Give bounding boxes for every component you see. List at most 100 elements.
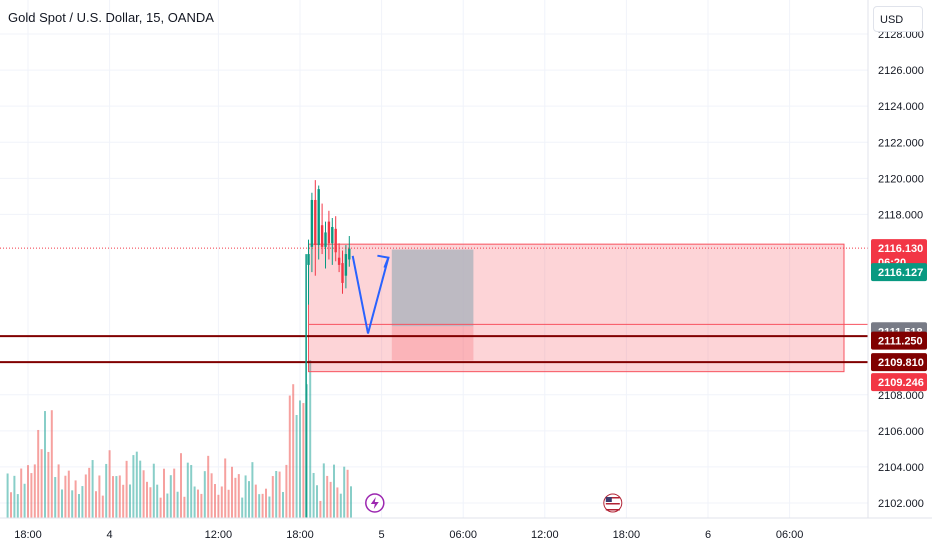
tag-label: 2109.246 (878, 377, 924, 389)
volume-bar (173, 468, 176, 518)
lightning-bolt (370, 497, 379, 509)
volume-bar (285, 464, 288, 518)
volume-bar (152, 463, 155, 518)
volume-bar (350, 486, 352, 518)
time-axis[interactable]: 18:00 4 12:00 18:00 5 06:00 12:00 18:00 6 06:00 (0, 517, 932, 541)
volume-bar (343, 466, 346, 518)
volume-bar (122, 484, 125, 518)
currency-button[interactable]: USD (873, 6, 923, 32)
volume-bar (261, 493, 264, 518)
volume-bar (47, 451, 50, 518)
candle-body (331, 227, 334, 244)
projection-polyline[interactable] (351, 255, 390, 334)
volume-bar (23, 483, 26, 518)
flag-stripe (605, 506, 620, 508)
volume-bar (169, 475, 172, 518)
volume-bar (156, 484, 159, 518)
volume-bar (339, 493, 342, 518)
horizontal-lines[interactable] (0, 335, 868, 364)
volume-bar (166, 493, 169, 518)
lightning-icon[interactable] (365, 493, 385, 513)
candle-body (327, 221, 331, 244)
volume-bar (57, 464, 60, 518)
volume-bar (135, 451, 138, 518)
volume-bar (13, 475, 16, 518)
volume-bar (20, 468, 23, 518)
volume-bar (78, 494, 80, 518)
volume-bar (10, 492, 12, 518)
flag-stripe (605, 500, 620, 502)
price-tick-label: 2104.000 (878, 462, 924, 474)
volume-bar (200, 493, 203, 518)
tag-label: 2111.250 (878, 336, 923, 348)
volume-bar (336, 487, 339, 518)
volume-bar (33, 464, 36, 518)
position-target[interactable] (391, 249, 474, 327)
volume-bar (193, 486, 196, 518)
time-tick-label: 12:00 (205, 529, 233, 541)
us-flag-icon[interactable] (603, 493, 623, 513)
flag-stripe (605, 503, 620, 505)
volume-bar (108, 450, 111, 518)
volume-bar (180, 453, 182, 518)
price-tags: 2116.13006:202116.1272111.5182111.250210… (871, 239, 927, 392)
candle-body (310, 199, 314, 247)
volume-bar (217, 494, 220, 518)
volume-bar (251, 462, 254, 518)
volume-bar (346, 469, 349, 518)
volume-bar (95, 491, 97, 518)
drawing-zones[interactable] (308, 243, 869, 373)
volume-bar (237, 474, 240, 518)
flag-stripe (605, 497, 620, 499)
volume-bar (326, 475, 329, 518)
projection-path[interactable] (351, 254, 390, 334)
volume-bar (27, 465, 29, 518)
volume-bar (295, 415, 298, 518)
line-tag-2109-810: 2109.810 (871, 353, 927, 372)
volume-bar (115, 476, 118, 518)
time-tick-label: 6 (705, 529, 711, 541)
time-tick-label: 12:00 (531, 529, 559, 541)
time-tick-label: 18:00 (286, 529, 314, 541)
volume-bar (207, 455, 210, 518)
volume-bar (234, 477, 237, 518)
volume-bar (112, 476, 114, 518)
time-tick-label: 06:00 (449, 529, 477, 541)
volume-bar (254, 484, 257, 518)
candle-body (317, 189, 320, 246)
volume-bar (258, 494, 261, 518)
volume-bar (231, 466, 233, 518)
position-stop[interactable] (391, 326, 474, 361)
event-icons[interactable] (365, 493, 623, 513)
volume-bar (67, 470, 70, 518)
price-tick-label: 2122.000 (878, 137, 924, 149)
volume-bar (132, 455, 135, 518)
price-tick-label: 2108.000 (878, 390, 924, 402)
volume-bar (302, 403, 305, 518)
volume-bar (316, 485, 318, 518)
volume-bar (101, 495, 104, 518)
volume-bar (98, 475, 101, 518)
volume-bar (220, 486, 223, 518)
volume-bar (278, 471, 281, 518)
volume-bar (322, 463, 325, 518)
volume-bar (40, 449, 43, 518)
candle-body (341, 263, 344, 283)
volume-bar (84, 474, 87, 518)
price-axis[interactable]: 2102.000 2104.000 2106.000 2108.000 2118.000… (867, 0, 924, 518)
tag-label: 2109.810 (878, 357, 924, 369)
candle-body (337, 257, 341, 265)
volume-bar (197, 489, 199, 518)
volume-bar (149, 487, 152, 518)
volume-bar (214, 484, 216, 518)
volume-bar (125, 460, 128, 518)
supply-zone[interactable] (308, 243, 845, 373)
volume-bar (64, 475, 67, 518)
volume-bar (105, 463, 108, 518)
volume-bar (224, 458, 227, 518)
volume-bar (265, 488, 267, 518)
candle-body (314, 199, 317, 246)
time-tick-label: 5 (379, 529, 385, 541)
